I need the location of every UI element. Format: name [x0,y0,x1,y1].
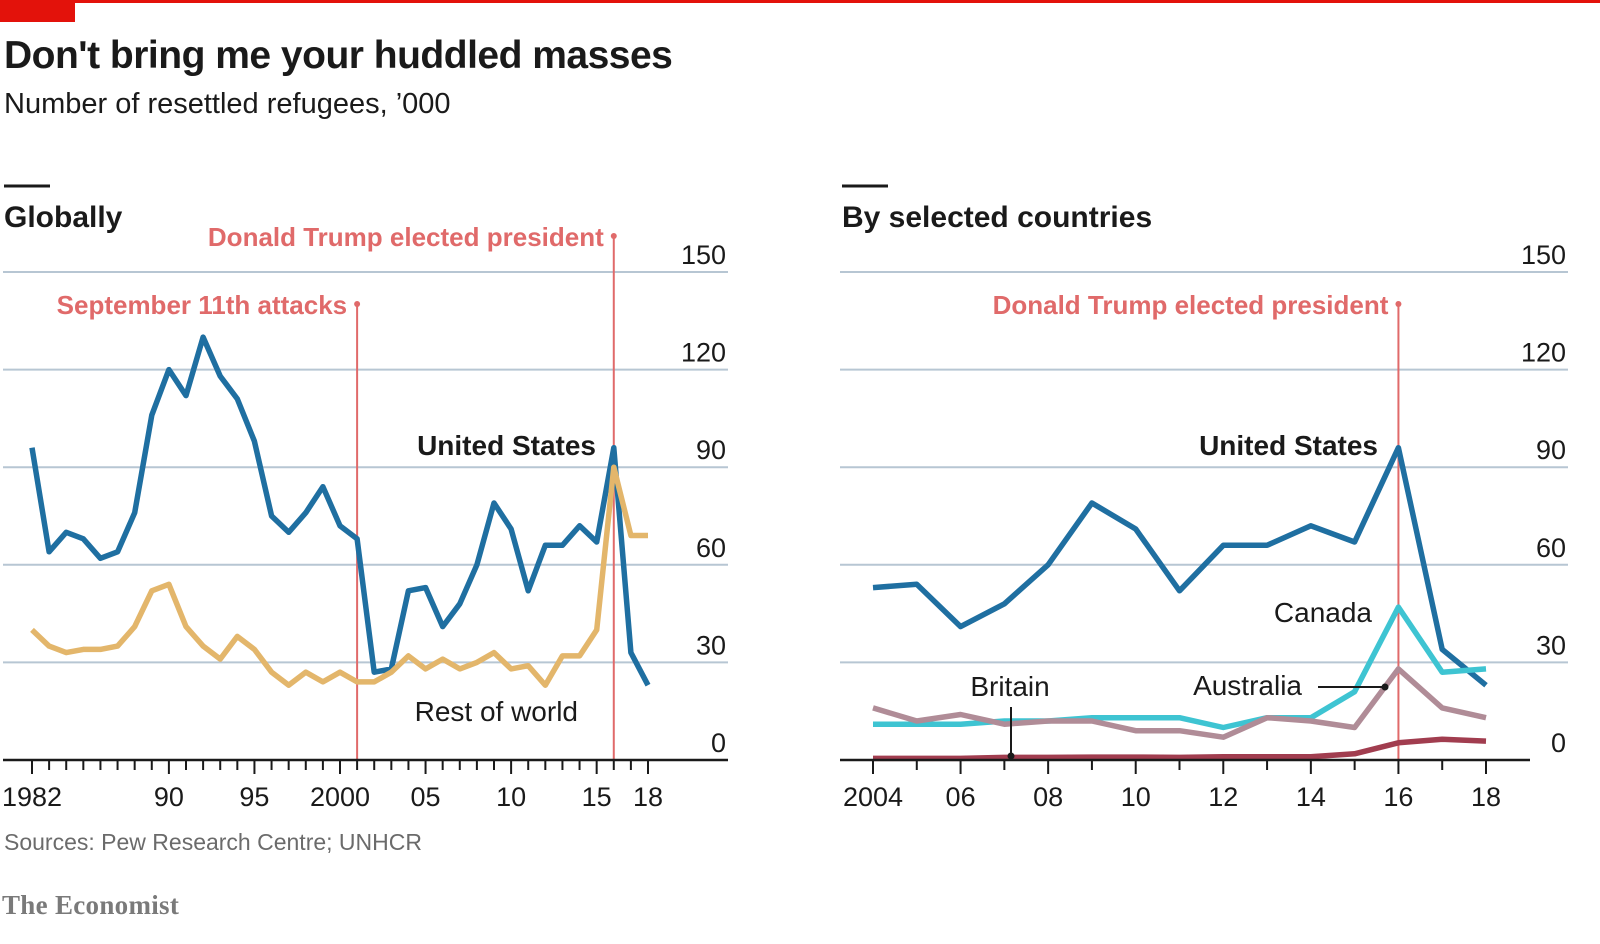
countries-x-tick-label: 10 [1121,782,1151,812]
global-x-tick-label: 1982 [2,782,62,812]
global-x-tick-label: 10 [496,782,526,812]
countries-event-dot [1395,301,1402,307]
chart-subtitle: Number of resettled refugees, ’000 [4,88,451,120]
global-y-tick-label: 90 [696,435,726,465]
red-tag [0,0,75,22]
countries-x-tick-label: 14 [1296,782,1326,812]
countries-y-tick-label: 150 [1521,240,1566,270]
countries-series-britain [873,736,1487,762]
global-event-label: September 11th attacks [57,290,347,320]
global-event-dot [610,233,617,239]
global-y-tick-label: 120 [681,338,726,368]
countries-y-tick-label: 90 [1536,435,1566,465]
countries-label-australia: Australia [1193,670,1302,701]
global-event-dot [354,301,361,307]
countries-britain-leader-dot [1007,752,1015,760]
countries-y-tick-label: 120 [1521,338,1566,368]
countries-panel-title: By selected countries [842,201,1152,234]
global-x-tick-label: 95 [239,782,269,812]
countries-series-australia [872,666,1487,740]
top-rule [0,0,1600,3]
global-y-tick-label: 150 [681,240,726,270]
chart-title: Don't bring me your huddled masses [4,34,673,77]
countries-event-label: Donald Trump elected president [993,290,1389,320]
countries-x-tick-label: 16 [1383,782,1413,812]
countries-series-united-states [872,444,1488,688]
global-x-tick-label: 15 [582,782,612,812]
countries-x-tick-label: 12 [1208,782,1238,812]
countries-x-tick-label: 08 [1033,782,1063,812]
countries-label-britain: Britain [970,671,1049,702]
countries-series-canada [873,604,1487,731]
global-label-rest-of-world: Rest of world [415,696,578,727]
brand-logo: The Economist [2,890,180,920]
countries-label-canada: Canada [1274,597,1373,628]
countries-y-tick-label: 30 [1536,630,1566,660]
global-panel-title: Globally [4,201,123,234]
global-y-tick-label: 0 [711,728,726,758]
global-x-tick-label: 90 [154,782,184,812]
countries-australia-leader-dot [1381,683,1389,691]
global-x-tick-label: 05 [411,782,441,812]
global-event-label: Donald Trump elected president [208,222,604,252]
countries-x-tick-label: 18 [1471,782,1501,812]
global-label-united-states: United States [417,430,596,461]
countries-y-tick-label: 0 [1551,728,1566,758]
global-x-tick-label: 18 [633,782,663,812]
countries-y-tick-label: 60 [1536,533,1566,563]
global-y-tick-label: 30 [696,630,726,660]
global-series-united-states [29,334,651,687]
countries-label-united-states: United States [1199,430,1378,461]
countries-x-tick-label: 06 [946,782,976,812]
countries-x-tick-label: 2004 [843,782,903,812]
global-x-tick-label: 2000 [310,782,370,812]
global-y-tick-label: 60 [696,533,726,563]
source-note: Sources: Pew Research Centre; UNHCR [4,829,422,855]
global-series-rest-of-world [30,464,648,688]
